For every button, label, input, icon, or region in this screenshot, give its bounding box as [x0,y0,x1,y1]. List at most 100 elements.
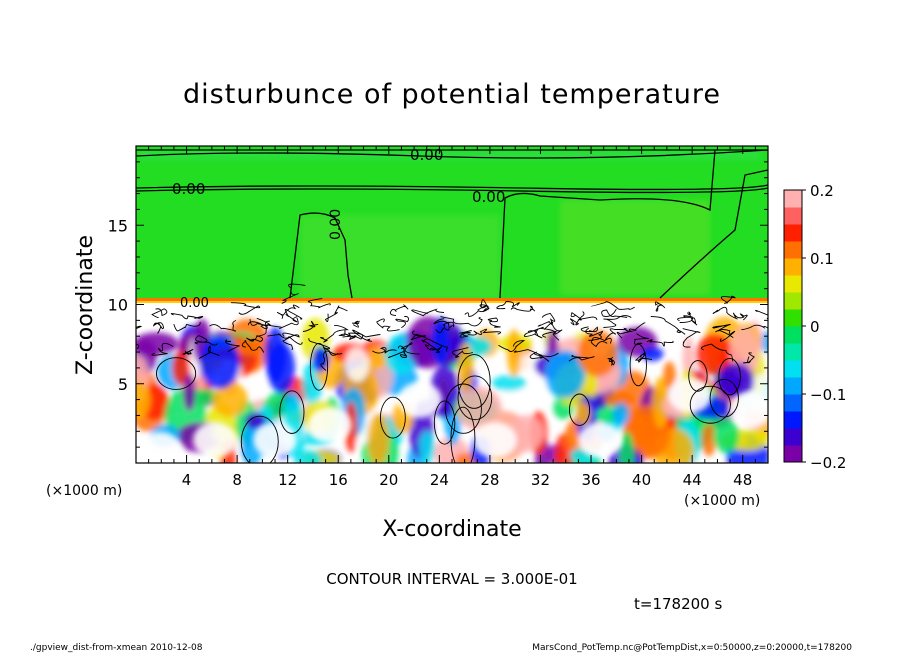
contour-line [247,319,268,327]
contour-line [136,325,143,329]
contour-line [542,321,563,338]
colorbar-swatch [784,275,802,293]
plume-core [728,392,768,428]
contour-line [209,320,237,332]
contour-line [151,308,168,318]
colorbar-swatch [784,360,802,378]
contour-line [410,330,427,341]
contour-line [199,344,220,359]
contour-label: 0.00 [410,146,443,164]
contour-line [440,316,483,327]
y-tick-label: 5 [118,375,128,394]
contour-line [457,375,493,421]
contour-line [433,400,456,445]
contour-line [709,378,739,418]
colorbar-tick-label: −0.1 [810,386,846,404]
plume-core [308,407,352,443]
contour-line [351,320,360,328]
contour-line [307,298,331,309]
contour-line [633,333,649,345]
colorbar-tick-label: 0.1 [810,250,834,268]
turbulence-blob [136,381,151,419]
contour-line [712,306,738,320]
turbulence-blob [212,382,248,417]
contour-interval: CONTOUR INTERVAL = 3.000E-01 [326,570,577,588]
contour-line [464,307,490,317]
contour-line [156,357,197,390]
contour-line [467,328,501,336]
turbulence-blob [619,431,635,463]
x-axis-label: X-coordinate [382,517,521,542]
contour-line [324,305,348,322]
contour-line [590,301,635,310]
contour-line [477,299,489,311]
contour-line [379,396,406,439]
turbulence-blob [293,450,322,463]
turbulence-blob [760,330,768,353]
plume-core [193,422,237,458]
turbulence-blob [632,411,646,453]
x-tick-label: 40 [632,471,651,489]
contour-line [607,356,615,366]
contour-line [689,385,731,424]
contour-line [634,352,652,363]
x-tick-label: 4 [182,471,192,489]
turbulence-blob [506,329,522,378]
contour-line [152,322,164,334]
turbulence-blob [136,332,179,356]
contour-line [715,329,736,342]
turbulence-blob [716,362,755,400]
colorbar-swatch [784,292,802,310]
contour-line [569,393,591,426]
contour-line [732,312,748,321]
contour-line [281,283,306,304]
contour-line [452,347,474,358]
contour-line [629,343,647,387]
contour-line [240,415,279,463]
contour-line [320,325,349,343]
contour-line [677,315,694,323]
contour-line [256,320,270,337]
colorbar-swatch [784,411,802,429]
contour-line [433,318,455,328]
colorbar-swatch [784,445,802,463]
contour-line [388,348,408,358]
heatmap-plot [136,146,768,463]
upper-layer-variations [140,150,760,300]
turbulence-blob [652,376,670,429]
colorbar-swatch [784,190,802,208]
turbulence-blob [544,350,586,398]
x-tick-label: 16 [329,471,348,489]
x-tick-label: 48 [733,471,752,489]
contour-line [601,308,628,318]
contour-line [487,317,501,328]
turbulence-blob [491,375,527,392]
contour-line [742,352,755,364]
turbulence-blob [701,423,717,457]
colorbar-swatch [784,326,802,344]
colorbar-swatch [784,241,802,259]
x-tick-label: 8 [232,471,242,489]
contour-line [309,342,329,391]
x-axis-unit-right: (×1000 m) [684,493,760,509]
colorbar-swatch [784,394,802,412]
contour-line [173,321,201,332]
turbulence-blob [612,402,630,426]
x-tick-label: 28 [480,471,499,489]
y-tick-label: 15 [108,216,128,235]
turbulence-blob [199,336,240,390]
contour-line [424,344,443,353]
contour-line [182,348,194,356]
contour-line [338,330,356,339]
colorbar-swatch [784,309,802,327]
turbulence-blob [604,391,635,408]
contour-line [225,338,240,352]
contour-line [459,330,472,338]
contour-line [570,311,585,326]
contour-line [241,340,265,353]
contour-line [302,320,319,332]
contour-line [279,390,305,434]
contour-line [450,406,476,463]
x-tick-label: 36 [581,471,600,489]
